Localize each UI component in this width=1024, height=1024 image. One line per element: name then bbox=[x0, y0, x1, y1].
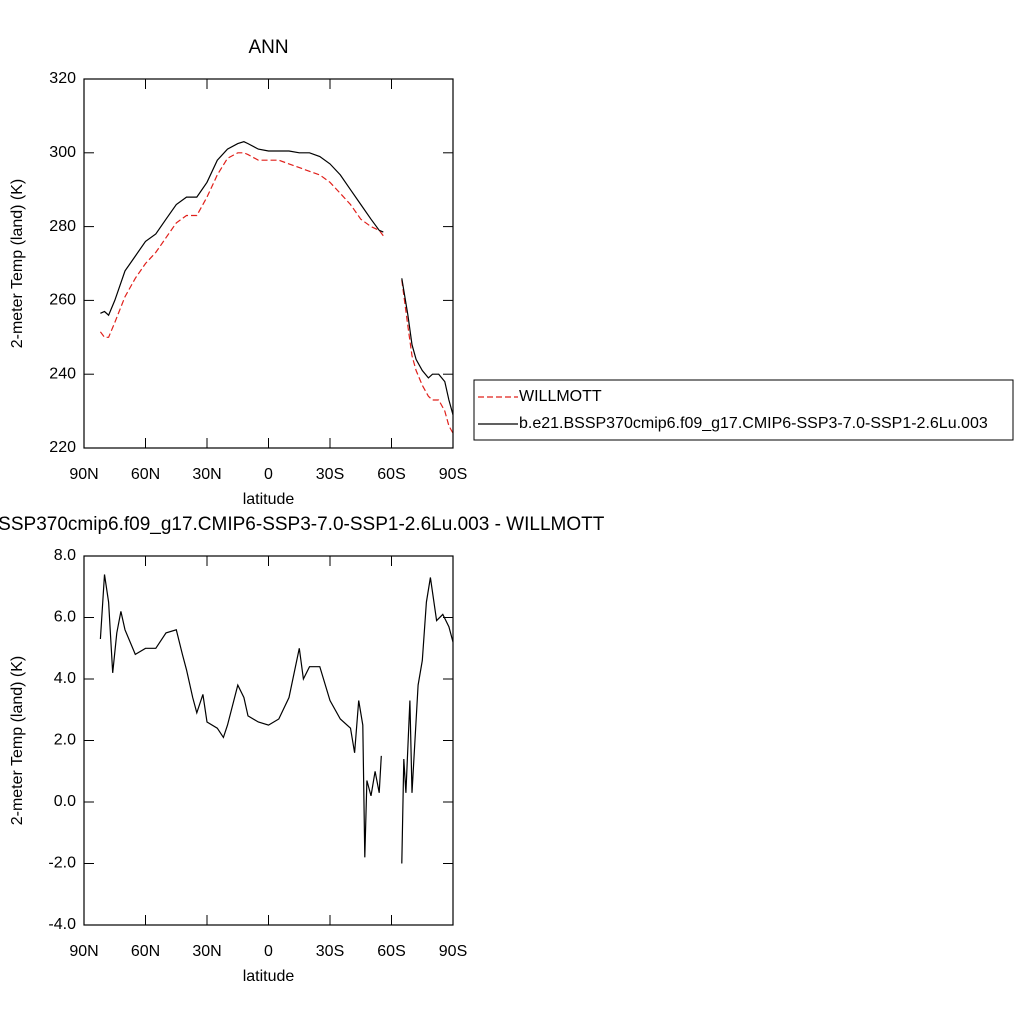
x-axis-label: latitude bbox=[243, 968, 295, 985]
plot-frame bbox=[83, 555, 454, 926]
x-tick-label: 60N bbox=[131, 943, 160, 960]
y-tick-label: 300 bbox=[49, 144, 76, 161]
x-tick-label: 90S bbox=[439, 943, 467, 960]
x-tick-label: 30N bbox=[192, 943, 221, 960]
x-tick-label: 90N bbox=[69, 466, 98, 483]
legend-label: WILLMOTT bbox=[519, 388, 602, 405]
x-tick-label: 30S bbox=[316, 466, 344, 483]
y-tick-label: 8.0 bbox=[54, 547, 76, 564]
x-axis-label: latitude bbox=[243, 491, 295, 508]
legend-box bbox=[473, 379, 1014, 441]
chart-title: ANN bbox=[248, 37, 288, 58]
x-tick-label: 0 bbox=[264, 943, 273, 960]
x-tick-label: 60S bbox=[377, 943, 405, 960]
y-tick-label: -2.0 bbox=[48, 855, 76, 872]
y-tick-label: 260 bbox=[49, 292, 76, 309]
data-line bbox=[99, 574, 454, 864]
data-line bbox=[100, 141, 454, 415]
x-tick-label: 0 bbox=[264, 466, 273, 483]
plot-frame bbox=[83, 78, 454, 449]
y-tick-label: -4.0 bbox=[48, 916, 76, 933]
x-tick-label: 30N bbox=[192, 466, 221, 483]
x-tick-label: 30S bbox=[316, 943, 344, 960]
y-tick-label: 320 bbox=[49, 70, 76, 87]
y-tick-label: 2.0 bbox=[54, 732, 76, 749]
x-tick-label: 60S bbox=[377, 466, 405, 483]
y-axis-label: 2-meter Temp (land) (K) bbox=[9, 179, 26, 349]
x-tick-label: 60N bbox=[131, 466, 160, 483]
y-tick-label: 220 bbox=[49, 439, 76, 456]
chart-title: b.e21.BSSP370cmip6.f09_g17.CMIP6-SSP3-7.… bbox=[0, 514, 605, 535]
y-tick-label: 4.0 bbox=[54, 670, 76, 687]
x-tick-label: 90N bbox=[69, 943, 98, 960]
y-tick-label: 240 bbox=[49, 365, 76, 382]
y-axis-label: 2-meter Temp (land) (K) bbox=[9, 656, 26, 826]
data-line bbox=[99, 152, 454, 434]
y-tick-label: 280 bbox=[49, 218, 76, 235]
y-tick-label: 0.0 bbox=[54, 793, 76, 810]
legend-label: b.e21.BSSP370cmip6.f09_g17.CMIP6-SSP3-7.… bbox=[519, 415, 988, 432]
y-tick-label: 6.0 bbox=[54, 609, 76, 626]
x-tick-label: 90S bbox=[439, 466, 467, 483]
